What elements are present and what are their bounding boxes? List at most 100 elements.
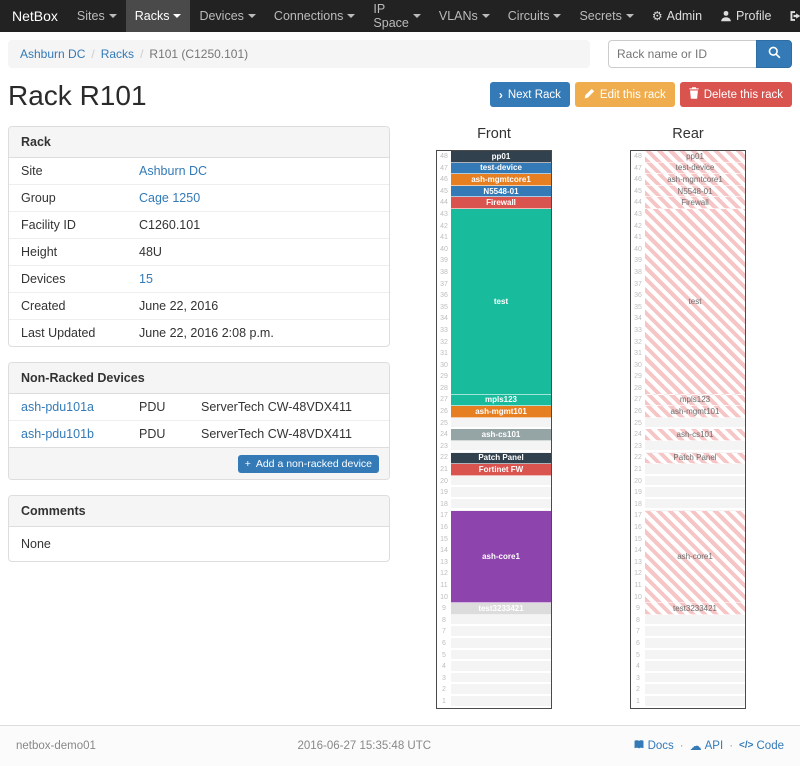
attr-label: Group: [9, 184, 127, 212]
panel-title: Rack: [9, 127, 389, 158]
rack-device-ash-mgmtcore1[interactable]: ash-mgmtcore1: [451, 174, 551, 186]
unit-number: 42: [634, 222, 642, 230]
rack-device-Fortinet FW[interactable]: Fortinet FW: [451, 464, 551, 476]
breadcrumb-site-link[interactable]: Ashburn DC: [20, 47, 86, 61]
logout-link[interactable]: Log out: [780, 0, 800, 32]
edit-rack-button[interactable]: Edit this rack: [574, 82, 675, 107]
breadcrumb-racks-link[interactable]: Racks: [100, 47, 135, 61]
chevron-down-icon: [108, 14, 117, 18]
device-role: PDU: [127, 420, 189, 447]
rack-device-test-device[interactable]: test-device: [451, 162, 551, 175]
unit-number: 35: [440, 303, 448, 311]
rack-device-N5548-01[interactable]: N5548-01: [451, 185, 551, 198]
rack-elevation-rear: Rear 48 47 46 45 44 43 42 41 40 39 38 37 36 35 34 33 32 3…: [630, 126, 746, 709]
user-menu: ⚙Admin Profile Log out: [643, 0, 800, 32]
rack-device-test3233421[interactable]: test3233421: [451, 603, 551, 615]
rack-device-mpls123[interactable]: mpls123: [645, 394, 745, 407]
rack-device-ash-mgmt101[interactable]: ash-mgmt101: [645, 406, 745, 418]
nav-label: Devices: [199, 9, 244, 23]
devices-count-link[interactable]: 15: [139, 272, 153, 286]
empty-unit: [645, 417, 745, 430]
unit-number: 28: [634, 384, 642, 392]
rack-device-pp01[interactable]: pp01: [451, 151, 551, 163]
nav-item-sites[interactable]: Sites: [68, 0, 126, 32]
unit-number: 21: [440, 466, 448, 474]
code-link[interactable]: </> Code: [739, 740, 784, 752]
api-link[interactable]: ☁ API: [690, 740, 724, 752]
unit-number: 5: [442, 651, 446, 659]
unit-number: 27: [440, 396, 448, 404]
rack-device-ash-cs101[interactable]: ash-cs101: [451, 429, 551, 441]
docs-link[interactable]: Docs: [633, 739, 674, 753]
next-rack-button[interactable]: › Next Rack: [489, 82, 570, 107]
unit-number: 15: [440, 535, 448, 543]
search-input[interactable]: [608, 40, 756, 68]
main-menu: Sites Racks Devices Connections IP Space…: [68, 0, 643, 32]
rack-device-test[interactable]: test: [645, 209, 745, 395]
site-link[interactable]: Ashburn DC: [139, 164, 208, 178]
unit-number: 45: [440, 187, 448, 195]
rack-device-ash-core1[interactable]: ash-core1: [645, 510, 745, 604]
rack-device-pp01[interactable]: pp01: [645, 151, 745, 163]
rack-device-Firewall[interactable]: Firewall: [451, 197, 551, 209]
nav-item-connections[interactable]: Connections: [265, 0, 365, 32]
rack-device-Firewall[interactable]: Firewall: [645, 197, 745, 209]
search-icon: [768, 46, 781, 62]
empty-unit: [645, 695, 745, 708]
delete-rack-button[interactable]: Delete this rack: [679, 82, 792, 107]
empty-unit: [645, 440, 745, 453]
rack-device-mpls123[interactable]: mpls123: [451, 394, 551, 407]
group-link[interactable]: Cage 1250: [139, 191, 201, 205]
unit-number: 36: [634, 292, 642, 300]
device-link[interactable]: ash-pdu101a: [21, 400, 94, 414]
unit-number: 16: [440, 524, 448, 531]
unit-number: 46: [634, 176, 642, 184]
device-link[interactable]: ash-pdu101b: [21, 427, 94, 441]
rack-device-test-device[interactable]: test-device: [645, 162, 745, 175]
nav-item-secrets[interactable]: Secrets: [570, 0, 642, 32]
rack-device-Patch Panel[interactable]: Patch Panel: [645, 452, 745, 465]
nav-item-racks[interactable]: Racks: [125, 0, 191, 32]
profile-link[interactable]: Profile: [711, 0, 780, 32]
unit-number: 24: [440, 431, 448, 439]
unit-number: 10: [634, 593, 642, 601]
nav-item-ip-space[interactable]: IP Space: [364, 0, 429, 32]
rack-device-Patch Panel[interactable]: Patch Panel: [451, 452, 551, 465]
unit-number: 13: [634, 558, 642, 566]
empty-unit: [451, 672, 551, 685]
chevron-right-icon: ›: [498, 87, 503, 102]
app-brand[interactable]: NetBox: [12, 8, 58, 24]
unit-number: 2: [636, 686, 640, 694]
chevron-down-icon: [347, 14, 356, 18]
nav-item-devices[interactable]: Devices: [190, 0, 264, 32]
empty-unit: [645, 464, 745, 476]
rack-device-test[interactable]: test: [451, 209, 551, 395]
unit-number: 34: [634, 315, 642, 323]
table-row: Devices 15: [9, 265, 389, 293]
rack-device-N5548-01[interactable]: N5548-01: [645, 185, 745, 198]
unit-number: 9: [636, 605, 640, 613]
unit-number: 33: [634, 326, 642, 334]
unit-number: 13: [440, 558, 448, 566]
table-row: ash-pdu101a PDU ServerTech CW-48VDX411: [9, 394, 389, 421]
content: Rack Site Ashburn DC Group Cage 1250 Facil…: [0, 126, 800, 709]
empty-unit: [645, 684, 745, 696]
rack-device-ash-mgmt101[interactable]: ash-mgmt101: [451, 406, 551, 418]
rack-device-ash-mgmtcore1[interactable]: ash-mgmtcore1: [645, 174, 745, 186]
rack-device-test3233421[interactable]: test3233421: [645, 603, 745, 615]
nav-item-vlans[interactable]: VLANs: [430, 0, 499, 32]
add-non-racked-device-button[interactable]: + Add a non-racked device: [237, 455, 379, 473]
admin-link[interactable]: ⚙ Admin: [643, 0, 711, 32]
rack-device-ash-cs101[interactable]: ash-cs101: [645, 429, 745, 441]
unit-number: 11: [634, 581, 642, 589]
unit-number: 44: [440, 199, 448, 207]
rack-attributes-table: Site Ashburn DC Group Cage 1250 Facility I…: [9, 158, 389, 346]
search-button[interactable]: [756, 40, 792, 68]
nav-item-circuits[interactable]: Circuits: [499, 0, 571, 32]
rack-device-ash-core1[interactable]: ash-core1: [451, 510, 551, 604]
attr-label: Created: [9, 292, 127, 320]
nav-label: Secrets: [579, 9, 622, 23]
table-row: Created June 22, 2016: [9, 292, 389, 320]
button-label: Add a non-racked device: [255, 458, 372, 470]
unit-number: 38: [634, 268, 642, 276]
